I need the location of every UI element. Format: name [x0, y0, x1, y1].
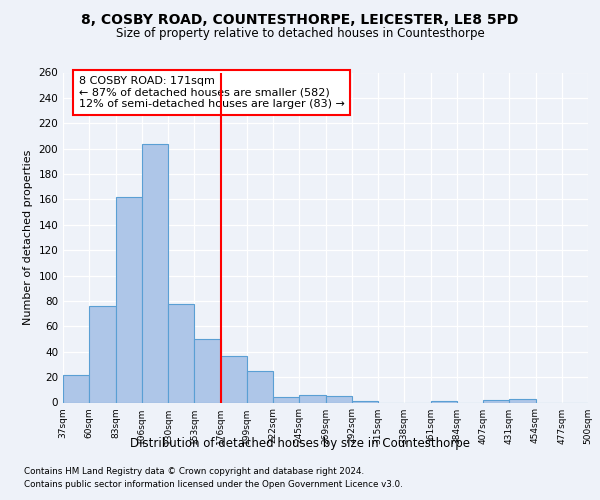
Bar	[63, 374, 89, 402]
Text: Contains HM Land Registry data © Crown copyright and database right 2024.: Contains HM Land Registry data © Crown c…	[24, 468, 364, 476]
Bar	[194, 339, 221, 402]
Bar	[352, 401, 378, 402]
Bar	[273, 398, 299, 402]
Text: Size of property relative to detached houses in Countesthorpe: Size of property relative to detached ho…	[116, 28, 484, 40]
Text: 8, COSBY ROAD, COUNTESTHORPE, LEICESTER, LE8 5PD: 8, COSBY ROAD, COUNTESTHORPE, LEICESTER,…	[82, 12, 518, 26]
Bar	[115, 197, 142, 402]
Text: Distribution of detached houses by size in Countesthorpe: Distribution of detached houses by size …	[130, 438, 470, 450]
Bar	[431, 401, 457, 402]
Bar	[89, 306, 115, 402]
Bar	[509, 398, 536, 402]
Bar	[247, 371, 273, 402]
Text: 8 COSBY ROAD: 171sqm
← 87% of detached houses are smaller (582)
12% of semi-deta: 8 COSBY ROAD: 171sqm ← 87% of detached h…	[79, 76, 344, 109]
Bar	[325, 396, 352, 402]
Bar	[299, 395, 325, 402]
Bar	[483, 400, 509, 402]
Bar	[221, 356, 247, 403]
Y-axis label: Number of detached properties: Number of detached properties	[23, 150, 33, 325]
Bar	[168, 304, 194, 402]
Bar	[142, 144, 168, 402]
Text: Contains public sector information licensed under the Open Government Licence v3: Contains public sector information licen…	[24, 480, 403, 489]
